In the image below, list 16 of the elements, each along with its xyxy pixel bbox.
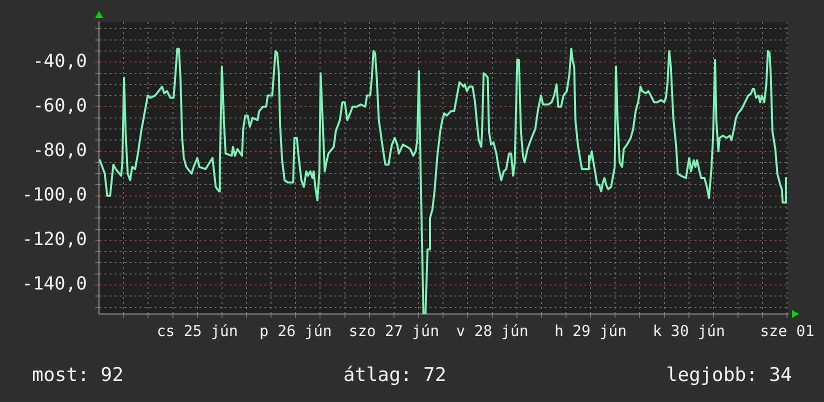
x-tick-label: k 30 jún: [652, 322, 725, 340]
x-tick-label: cs 25 jún: [156, 322, 238, 340]
y-tick-label: -120,0: [22, 229, 88, 250]
text: átlag: 72: [343, 364, 446, 386]
x-tick-label: v 28 jún: [456, 322, 528, 340]
y-tick-label: -100,0: [22, 184, 88, 206]
x-tick-label: h 29 jún: [554, 322, 627, 340]
y-tick-label: -80,0: [32, 140, 88, 161]
y-tick-label: -40,0: [32, 50, 88, 72]
x-tick-label: sze 01: [760, 322, 814, 340]
x-tick-label: p 26 jún: [260, 322, 332, 340]
x-tick-label: szo 27 jún: [348, 322, 440, 340]
y-tick-label: -140,0: [22, 274, 88, 295]
text: legjobb: 34: [666, 364, 792, 386]
text: most: 92: [32, 364, 124, 386]
y-tick-label: -60,0: [32, 95, 88, 116]
